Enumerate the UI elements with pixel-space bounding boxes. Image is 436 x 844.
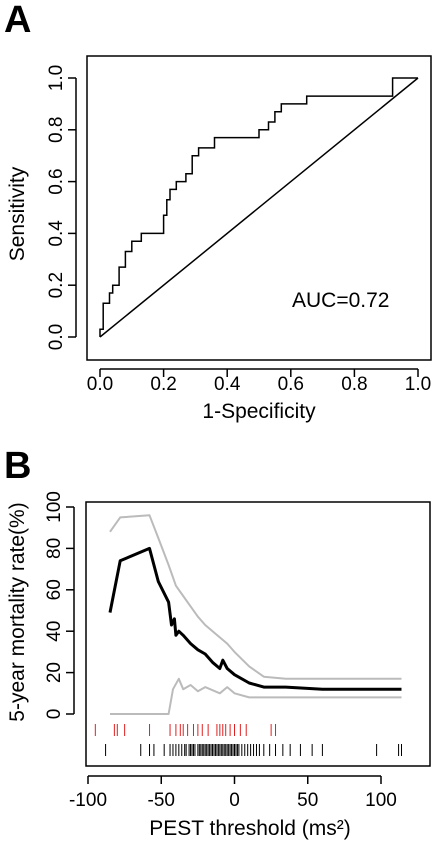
a-x-tick-label: 0.4 (214, 374, 241, 395)
b-y-tick-label: 40 (44, 621, 65, 642)
a-y-tick-label: 0.4 (46, 220, 67, 247)
b-y-tick-label: 20 (44, 662, 65, 683)
plot-a-frame (86, 55, 432, 361)
plot-b-series (108, 514, 402, 715)
b-y-tick-label: 0 (44, 709, 65, 720)
panel-b: B 0 20 40 60 80 100 -100 -50 0 50 100 PEST thresh… (4, 445, 431, 840)
roc-curve (99, 77, 418, 337)
b-y-tick-label: 80 (44, 538, 65, 559)
a-x-tick-label: 0.8 (341, 374, 367, 395)
plot-a-annotation: AUC=0.72 (292, 289, 389, 312)
plot-b-rug (94, 724, 403, 756)
mortality-estimate-line (108, 546, 402, 691)
b-x-tick-label: -50 (148, 790, 175, 811)
confidence-lower-line (110, 677, 402, 715)
reference-diagonal (99, 77, 419, 338)
plot-b-y-title: 5-year mortality rate(%) (6, 502, 29, 721)
a-x-tick-label: 1.0 (405, 374, 431, 395)
plot-a-x-axis: 0.0 0.2 0.4 0.6 0.8 1.0 (87, 368, 431, 395)
plot-b-x-axis: -100 -50 0 50 100 (69, 775, 397, 811)
b-y-tick-label: 100 (44, 491, 65, 523)
a-y-tick-label: 0.8 (46, 117, 67, 143)
plot-b-x-title: PEST threshold (ms²) (149, 817, 351, 840)
plot-a-x-title: 1-Specificity (202, 400, 316, 423)
a-y-tick-label: 0.6 (46, 168, 67, 194)
a-x-tick-label: 0.2 (150, 374, 176, 395)
b-x-tick-label: 100 (365, 790, 397, 811)
plot-a-series (99, 77, 419, 338)
plot-a-y-axis: 0.0 0.2 0.4 0.6 0.8 1.0 (46, 65, 77, 350)
plot-a-y-title: Sensitivity (6, 166, 29, 261)
b-x-tick-label: 50 (297, 790, 318, 811)
plot-b-frame (85, 501, 431, 767)
panel-a-label: A (4, 0, 31, 41)
confidence-upper-line (109, 514, 402, 680)
b-x-tick-label: 0 (229, 790, 240, 811)
a-x-tick-label: 0.0 (87, 374, 113, 395)
b-x-tick-label: -100 (69, 790, 107, 811)
a-y-tick-label: 0.2 (46, 272, 67, 298)
a-y-tick-label: 1.0 (46, 65, 67, 91)
b-y-tick-label: 60 (44, 579, 65, 600)
a-x-tick-label: 0.6 (278, 374, 304, 395)
panel-a: A 0.00.20.40.60.81.0 0.0 0.2 0.4 0.6 0.8 1.0 … (4, 0, 432, 423)
panel-b-label: B (4, 445, 31, 487)
a-y-tick-label: 0.0 (46, 324, 67, 350)
plot-b-y-axis: 0 20 40 60 80 100 (44, 491, 75, 720)
